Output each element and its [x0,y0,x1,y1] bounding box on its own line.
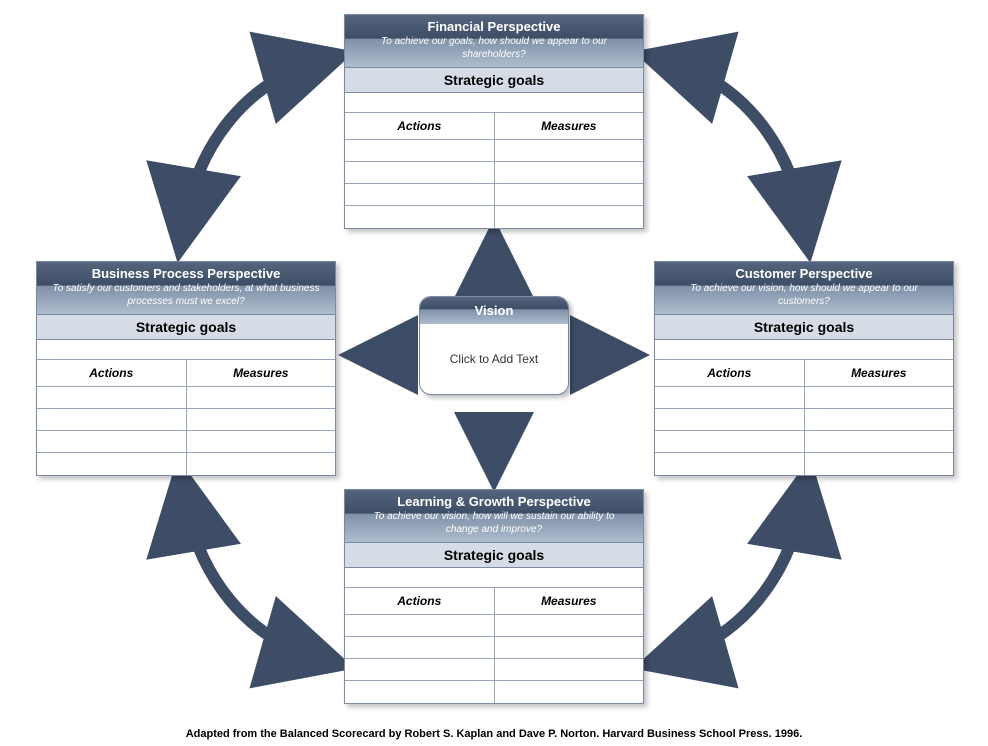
col-measures: Measures [495,113,644,139]
strategic-goals-label: Strategic goals [345,67,643,93]
curved-arrow [184,495,318,658]
curved-arrow [670,62,804,225]
panel-title: Business Process Perspective [43,266,329,281]
panel-subtitle: To satisfy our customers and stakeholder… [43,281,329,308]
col-actions: Actions [655,360,805,386]
table-row[interactable] [655,453,953,475]
panel-customer: Customer Perspective To achieve our visi… [654,261,954,476]
vision-body[interactable]: Click to Add Text [420,324,568,394]
panel-title: Financial Perspective [351,19,637,34]
footer-citation: Adapted from the Balanced Scorecard by R… [0,728,988,740]
col-measures: Measures [495,588,644,614]
panel-header: Financial Perspective To achieve our goa… [345,15,643,67]
spacer-row [345,568,643,588]
table-row[interactable] [655,431,953,453]
table-row[interactable] [345,681,643,703]
col-actions: Actions [345,588,495,614]
table-row[interactable] [345,637,643,659]
panel-title: Learning & Growth Perspective [351,494,637,509]
panel-subtitle: To achieve our vision, how will we susta… [351,509,637,536]
panel-title: Customer Perspective [661,266,947,281]
panel-header: Business Process Perspective To satisfy … [37,262,335,314]
spacer-row [345,93,643,113]
col-measures: Measures [805,360,954,386]
table-row[interactable] [345,184,643,206]
table-row[interactable] [655,387,953,409]
table-row[interactable] [37,387,335,409]
panel-financial: Financial Perspective To achieve our goa… [344,14,644,229]
column-headers: Actions Measures [345,113,643,140]
table-row[interactable] [345,659,643,681]
panel-header: Learning & Growth Perspective To achieve… [345,490,643,542]
curved-arrow [184,62,318,225]
panel-business-process: Business Process Perspective To satisfy … [36,261,336,476]
table-row[interactable] [345,140,643,162]
panel-header: Customer Perspective To achieve our visi… [655,262,953,314]
spacer-row [655,340,953,360]
table-row[interactable] [345,162,643,184]
column-headers: Actions Measures [655,360,953,387]
table-row[interactable] [37,453,335,475]
table-row[interactable] [37,409,335,431]
vision-panel: Vision Click to Add Text [419,296,569,395]
curved-arrow [670,495,804,658]
panel-subtitle: To achieve our goals, how should we appe… [351,34,637,61]
vision-title: Vision [420,297,568,324]
col-actions: Actions [345,113,495,139]
strategic-goals-label: Strategic goals [37,314,335,340]
strategic-goals-label: Strategic goals [345,542,643,568]
col-measures: Measures [187,360,336,386]
table-row[interactable] [37,431,335,453]
column-headers: Actions Measures [37,360,335,387]
table-row[interactable] [345,206,643,228]
table-row[interactable] [345,615,643,637]
table-row[interactable] [655,409,953,431]
col-actions: Actions [37,360,187,386]
spacer-row [37,340,335,360]
panel-learning-growth: Learning & Growth Perspective To achieve… [344,489,644,704]
panel-subtitle: To achieve our vision, how should we app… [661,281,947,308]
column-headers: Actions Measures [345,588,643,615]
strategic-goals-label: Strategic goals [655,314,953,340]
